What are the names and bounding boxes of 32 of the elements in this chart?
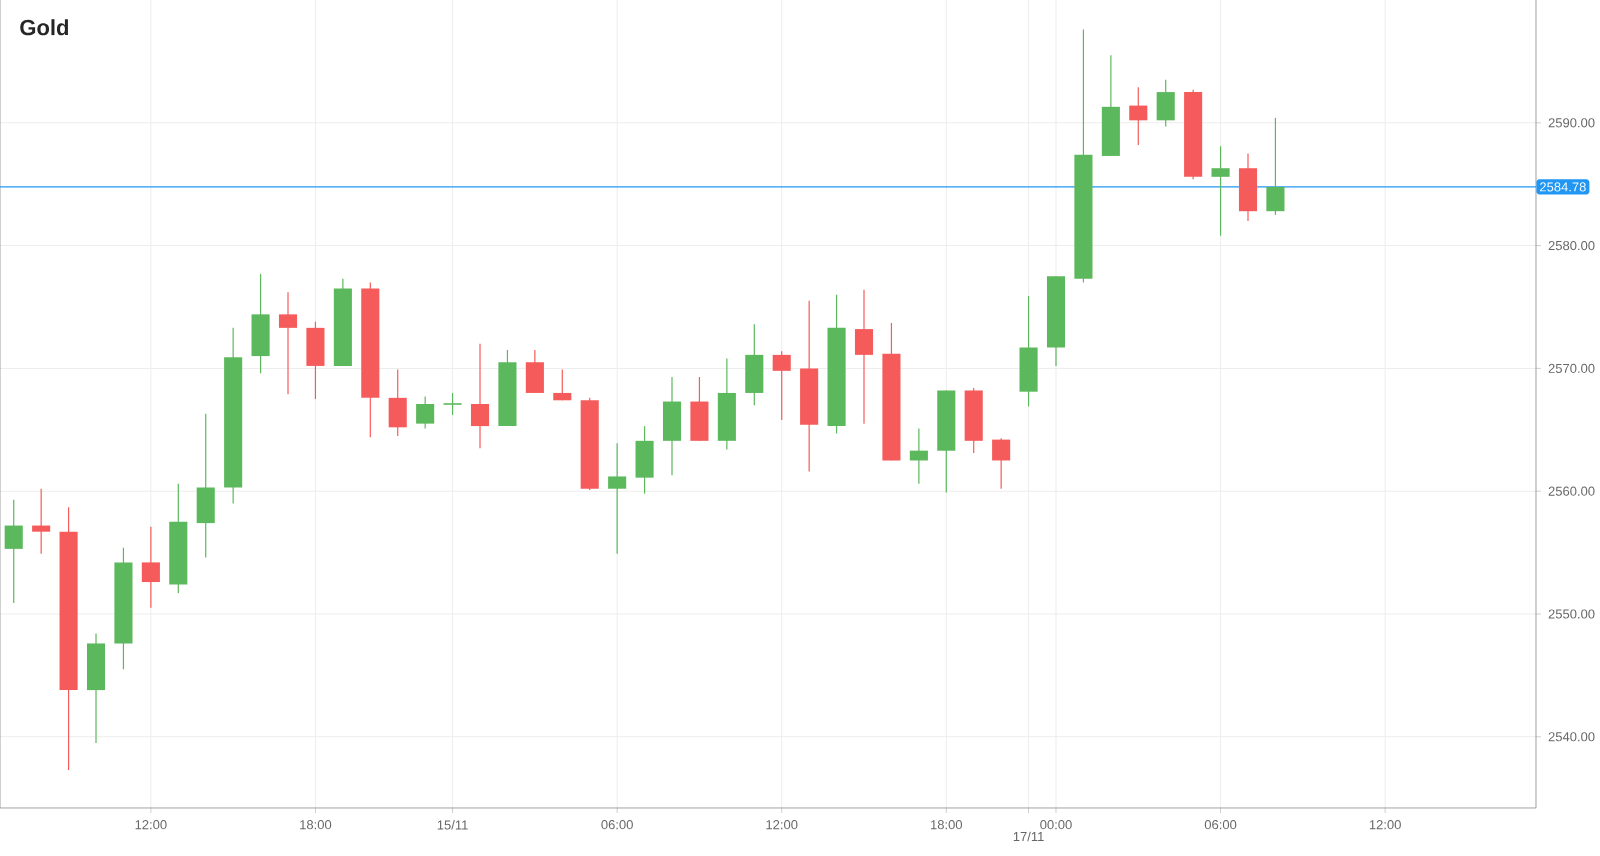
candlestick bbox=[909, 427, 928, 485]
y-tick-label: 2570.00 bbox=[1548, 363, 1595, 373]
x-tick-label: 00:00 bbox=[1040, 820, 1072, 830]
y-tick-label: 2560.00 bbox=[1548, 486, 1595, 496]
candlestick bbox=[278, 291, 298, 395]
text: Gold bbox=[20, 19, 69, 36]
candlestick bbox=[470, 343, 490, 449]
x-tick-label: 18:00 bbox=[300, 820, 332, 830]
candlestick bbox=[553, 369, 572, 401]
x-tick-label: 06:00 bbox=[1204, 820, 1237, 830]
x-tick-label: 18:00 bbox=[931, 820, 963, 830]
candlestick bbox=[442, 392, 463, 416]
candlestick bbox=[32, 488, 51, 555]
candlestick bbox=[4, 499, 23, 604]
y-tick-label: 2590.00 bbox=[1548, 118, 1595, 128]
y-tick-label: 2580.00 bbox=[1548, 240, 1595, 251]
candlestick bbox=[1129, 86, 1148, 146]
x-tick-label: 06:00 bbox=[601, 820, 633, 830]
candlestick bbox=[772, 350, 791, 421]
x-tick-label: 17/11 bbox=[1013, 831, 1044, 842]
x-tick-label: 12:00 bbox=[135, 820, 167, 830]
ref-line-label: 2584.78 bbox=[1540, 182, 1586, 192]
x-tick-label: 12:00 bbox=[1369, 820, 1401, 830]
candlestick bbox=[992, 437, 1011, 490]
candlestick bbox=[141, 526, 160, 609]
candlestick bbox=[416, 396, 435, 430]
y-tick-label: 2550.00 bbox=[1548, 609, 1595, 619]
x-tick-label: 12:00 bbox=[766, 820, 798, 830]
candlestick bbox=[608, 442, 627, 555]
candlestick bbox=[1211, 145, 1230, 237]
y-tick-label: 2540.00 bbox=[1548, 732, 1595, 742]
x-tick-label: 15/11 bbox=[437, 820, 468, 830]
